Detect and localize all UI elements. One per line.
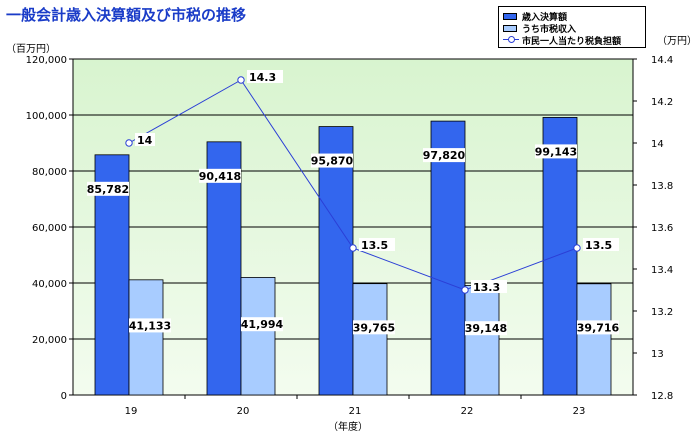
y-tick-label: 80,000 bbox=[32, 167, 67, 178]
bar-revenue bbox=[543, 117, 577, 395]
y2-tick-label: 13 bbox=[651, 349, 664, 360]
y2-tick-label: 13.2 bbox=[651, 307, 673, 318]
y-tick-label: 40,000 bbox=[32, 279, 67, 290]
line-marker bbox=[350, 245, 356, 251]
data-label-burden: 14 bbox=[137, 134, 153, 147]
y-tick-label: 60,000 bbox=[32, 223, 67, 234]
bar-revenue bbox=[431, 121, 465, 395]
data-label-burden: 14.3 bbox=[249, 71, 276, 84]
y2-tick-label: 14.2 bbox=[651, 97, 673, 108]
data-label-revenue: 85,782 bbox=[87, 183, 129, 196]
y2-tick-label: 13.6 bbox=[651, 223, 673, 234]
line-marker bbox=[462, 287, 468, 293]
data-label-tax: 39,716 bbox=[577, 321, 620, 334]
data-label-tax: 41,994 bbox=[241, 318, 284, 331]
bar-tax bbox=[129, 280, 163, 395]
bar-tax bbox=[353, 284, 387, 395]
data-label-burden: 13.5 bbox=[361, 239, 388, 252]
x-tick-label: 21 bbox=[349, 406, 362, 417]
data-label-revenue: 97,820 bbox=[423, 149, 466, 162]
y2-tick-label: 14.4 bbox=[651, 55, 673, 66]
y-tick-label: 100,000 bbox=[26, 111, 67, 122]
y2-tick-label: 12.8 bbox=[651, 391, 673, 402]
y2-tick-label: 13.4 bbox=[651, 265, 673, 276]
line-marker bbox=[574, 245, 580, 251]
data-label-revenue: 95,870 bbox=[311, 155, 354, 168]
line-marker bbox=[126, 140, 132, 146]
y-tick-label: 120,000 bbox=[26, 55, 67, 66]
bar-tax bbox=[577, 284, 611, 395]
y2-tick-label: 13.8 bbox=[651, 181, 673, 192]
y-tick-label: 0 bbox=[61, 391, 67, 402]
bar-tax bbox=[241, 277, 275, 395]
data-label-revenue: 90,418 bbox=[199, 170, 241, 183]
x-tick-label: 20 bbox=[237, 406, 250, 417]
data-label-tax: 41,133 bbox=[129, 319, 171, 332]
y2-tick-label: 14 bbox=[651, 139, 664, 150]
bar-tax bbox=[465, 285, 499, 395]
data-label-burden: 13.3 bbox=[473, 281, 500, 294]
data-label-tax: 39,765 bbox=[353, 321, 395, 334]
x-tick-label: 19 bbox=[125, 406, 138, 417]
y-tick-label: 20,000 bbox=[32, 335, 67, 346]
data-label-revenue: 99,143 bbox=[535, 145, 577, 158]
line-marker bbox=[238, 77, 244, 83]
x-axis-title: （年度） bbox=[328, 418, 368, 433]
x-tick-label: 22 bbox=[461, 406, 474, 417]
data-label-burden: 13.5 bbox=[585, 239, 612, 252]
data-label-tax: 39,148 bbox=[465, 322, 507, 335]
x-tick-label: 23 bbox=[573, 406, 586, 417]
